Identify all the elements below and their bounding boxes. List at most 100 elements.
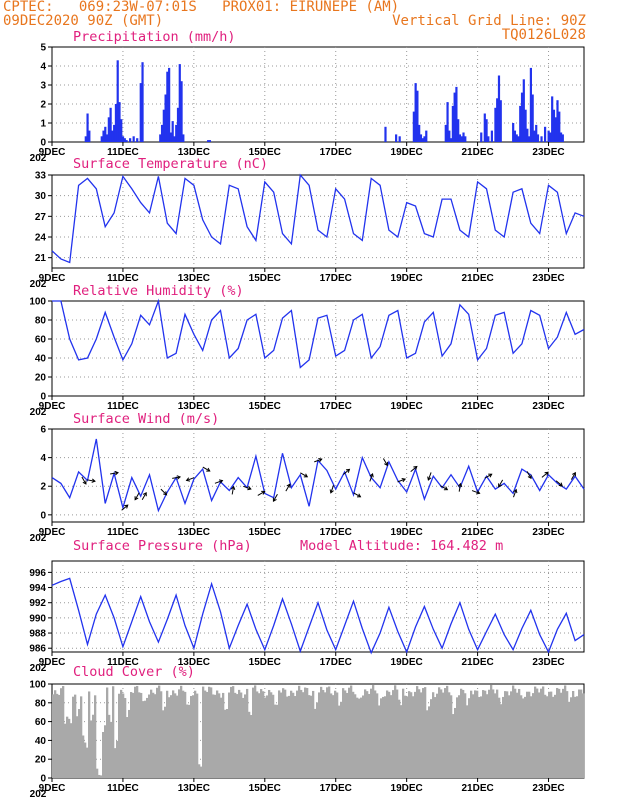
precip-bar <box>136 138 139 142</box>
precip-bar <box>536 134 540 142</box>
wind-arrow <box>86 479 96 482</box>
cloud-bar <box>244 694 247 778</box>
wind-arrow <box>427 472 432 481</box>
wind-arrow-head <box>185 477 191 482</box>
wind-arrow-head <box>329 489 334 494</box>
cloud-bar <box>378 705 381 778</box>
precip-title: Precipitation (mm/h) <box>73 29 236 45</box>
cloud-bar <box>444 688 447 778</box>
wind-arrow <box>330 485 335 494</box>
cloud-bar <box>568 701 571 778</box>
cloud-bar <box>268 689 271 778</box>
precip-bar <box>533 130 536 142</box>
precip-bar <box>487 136 490 142</box>
precip-bar <box>543 126 547 142</box>
cloud-bar <box>518 688 521 778</box>
cloud-bar <box>194 690 197 778</box>
header-line3-right: TQ0126L028 <box>501 27 586 43</box>
precip-bar <box>423 136 426 142</box>
cloud-bar <box>116 740 119 778</box>
cloud-bar <box>216 690 219 778</box>
cloud-bar <box>422 688 425 778</box>
wind-arrow <box>314 458 322 463</box>
wind-arrow <box>134 492 140 500</box>
cloud-bar <box>534 686 537 778</box>
temp-title: Surface Temperature (nC) <box>73 156 268 172</box>
pres-xtick-label: 13DEC <box>178 657 210 668</box>
wind-arrow <box>471 490 480 494</box>
cloud-bar <box>260 689 263 778</box>
cloud-bar <box>200 766 203 778</box>
cloud-bar <box>258 693 261 778</box>
wind-arrow-head <box>163 491 168 496</box>
cloud-bar <box>110 721 113 778</box>
pres-series-line <box>51 577 585 655</box>
wind-arrow-head <box>401 477 407 483</box>
cloud-bar <box>232 686 235 778</box>
pres-xtick-label: 17DEC <box>320 657 352 668</box>
cloud-bar <box>576 696 579 778</box>
cloud-bar <box>246 688 249 778</box>
rh-series-line <box>52 298 585 369</box>
wind-arrow <box>484 473 492 479</box>
cloud-bar <box>180 685 183 778</box>
cloud-bar <box>160 691 163 778</box>
wind-series-line <box>51 438 585 513</box>
cloud-bar <box>188 704 191 778</box>
cloud-bar <box>114 748 117 778</box>
cloud-bar <box>172 690 175 778</box>
cloud-bar <box>58 694 61 778</box>
precip-bar <box>114 104 118 142</box>
precip-bar <box>111 130 114 142</box>
precip-bar <box>88 130 91 142</box>
cloud-bar <box>544 694 547 778</box>
cloud-bar <box>556 687 559 778</box>
cloud-bar <box>164 706 167 778</box>
cloud-bar <box>482 690 485 778</box>
precip-bar <box>540 136 543 142</box>
wind-arrow <box>513 489 517 498</box>
precip-bar <box>398 136 401 142</box>
cloud-bar <box>546 696 549 778</box>
cloud-bar <box>276 704 279 778</box>
cloud-bar <box>432 692 435 778</box>
cloud-bar <box>222 692 225 778</box>
cloud-xtick-label: 23DEC <box>532 783 564 794</box>
rh-title: Relative Humidity (%) <box>73 283 244 299</box>
cloud-bar <box>368 693 371 778</box>
cloud-bar <box>548 691 551 778</box>
cloud-bar <box>398 699 401 778</box>
wind-arrow-head <box>413 465 418 470</box>
cloud-bar <box>582 693 585 778</box>
cloud-bar <box>388 691 391 778</box>
wind-arrow <box>410 466 418 473</box>
cloud-bar <box>72 696 75 778</box>
precip-bar <box>164 94 167 142</box>
cloud-bar <box>118 693 121 778</box>
wind-arrow-head <box>303 473 309 478</box>
precip-bar <box>529 67 532 142</box>
temp-ytick-label: 33 <box>35 171 47 182</box>
cloud-title: Cloud Cover (%) <box>73 664 195 680</box>
pres-xtick-label: 11DEC <box>107 657 139 668</box>
cloud-bar <box>336 692 339 778</box>
cloud-bar <box>84 742 87 778</box>
precip-bar <box>178 64 181 142</box>
cloud-bar <box>438 687 441 778</box>
wind-arrow <box>81 476 87 485</box>
cloud-bar <box>80 696 83 778</box>
cloud-ytick-label: 40 <box>35 736 47 747</box>
wind-frame <box>51 428 585 523</box>
cloud-bar <box>102 731 105 778</box>
cloud-bar <box>140 692 143 778</box>
cloud-bar <box>134 686 137 778</box>
cloud-bar <box>408 691 411 778</box>
precip-bar <box>457 119 460 142</box>
cloud-bar <box>94 695 97 778</box>
rh-ytick-label: 100 <box>29 297 46 308</box>
cloud-bar <box>66 716 69 778</box>
cloud-bar <box>212 694 215 778</box>
cloud-bar <box>76 716 79 778</box>
cloud-bar <box>498 697 501 778</box>
precip-bar <box>107 117 110 142</box>
